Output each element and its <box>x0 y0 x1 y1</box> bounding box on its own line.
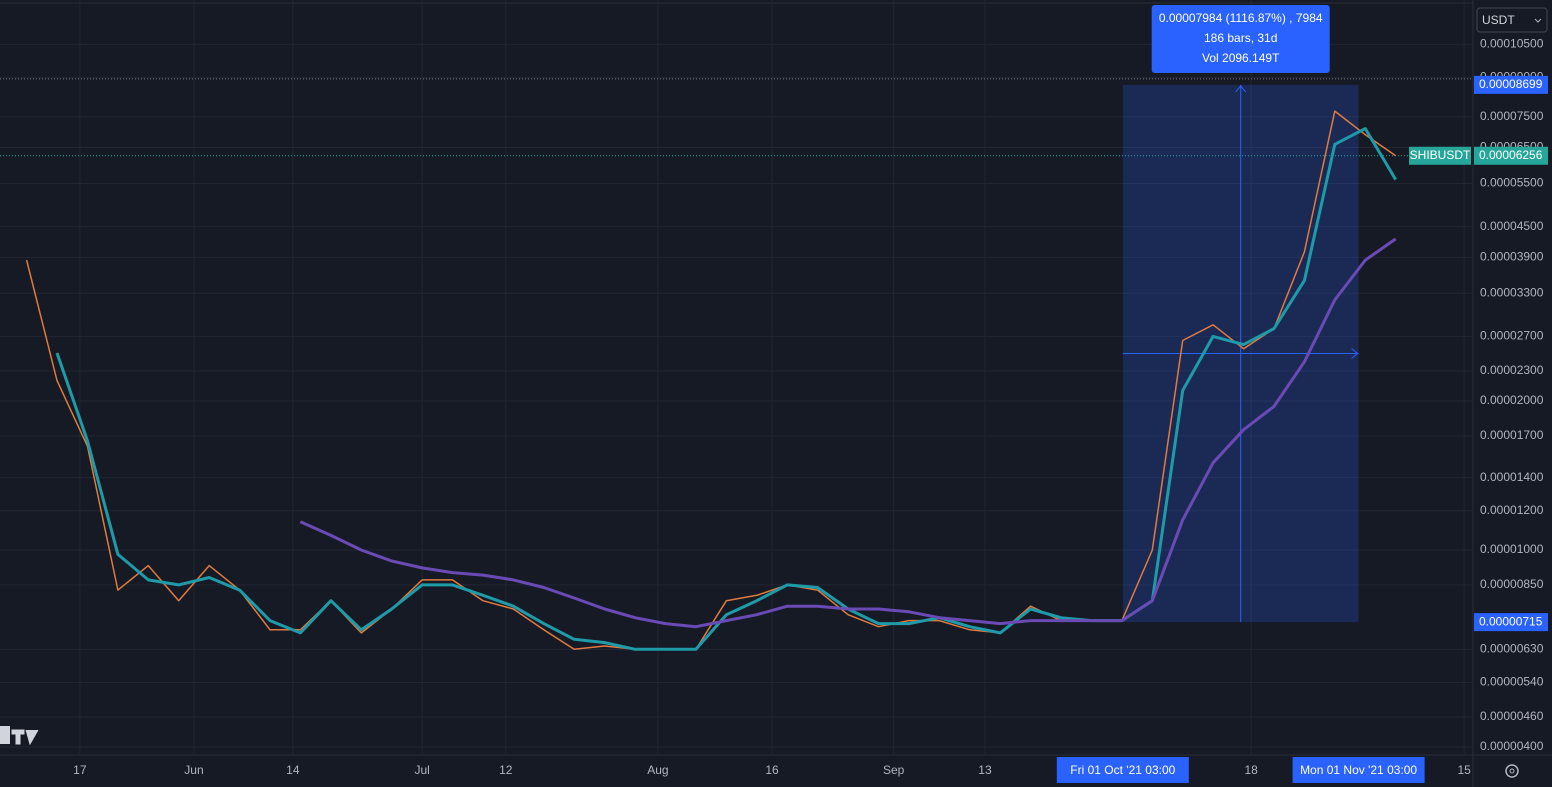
currency-label: USDT <box>1482 13 1515 27</box>
y-tick-label: 0.00001700 <box>1480 428 1544 442</box>
tooltip-line: 186 bars, 31d <box>1204 31 1277 45</box>
symbol-badge <box>1409 146 1471 165</box>
y-tick-label: 0.00002300 <box>1480 363 1544 377</box>
y-tick-label: 0.00001000 <box>1480 542 1544 556</box>
x-tick-label: 14 <box>286 763 300 777</box>
settings-icon[interactable] <box>1505 764 1519 778</box>
x-tick-label: 18 <box>1244 763 1258 777</box>
measure-arrow-right <box>1351 348 1359 359</box>
last-price-label: 0.00006256 <box>1479 148 1543 162</box>
x-tick-label: 15 <box>1457 763 1471 777</box>
x-tick-label: 16 <box>765 763 779 777</box>
series-line <box>55 127 1397 651</box>
y-tick-label: 0.00003900 <box>1480 250 1544 264</box>
y-tick-label: 0.00000460 <box>1480 709 1544 723</box>
last-price-box <box>1474 146 1548 165</box>
x-tick-label: 13 <box>978 763 992 777</box>
y-tick-label: 0.00001200 <box>1480 503 1544 517</box>
x-tick-label: 17 <box>73 763 87 777</box>
x-tick-label: 12 <box>499 763 513 777</box>
range-price-box <box>1474 75 1548 94</box>
y-tick-label: 0.00007500 <box>1480 109 1544 123</box>
range-date-label: Fri 01 Oct '21 03:00 <box>1070 763 1175 777</box>
x-tick-label: Aug <box>647 763 668 777</box>
range-date-box <box>1056 757 1189 783</box>
labels: 0.000105000.000090000.000075000.00006500… <box>73 5 1548 783</box>
y-tick-label: 0.00000540 <box>1480 675 1544 689</box>
logo <box>0 726 39 746</box>
y-tick-label: 0.00004500 <box>1480 219 1544 233</box>
measure-tooltip <box>1151 5 1330 73</box>
y-tick-label: 0.00005500 <box>1480 176 1544 190</box>
x-tick-label: Jul <box>414 763 429 777</box>
measure-arrow-up <box>1235 85 1247 93</box>
y-tick-label: 0.00002000 <box>1480 393 1544 407</box>
dropdown-caret <box>1534 18 1542 23</box>
y-tick-label: 0.00010500 <box>1480 37 1544 51</box>
currency-dropdown[interactable] <box>1476 7 1548 33</box>
range-date-label: Mon 01 Nov '21 03:00 <box>1300 763 1417 777</box>
grid <box>0 0 1473 755</box>
y-tick-label: 0.00000850 <box>1480 577 1544 591</box>
range-price-label: 0.00000715 <box>1479 614 1543 628</box>
x-tick-label: Sep <box>883 763 905 777</box>
symbol-label: SHIBUSDT <box>1410 148 1471 162</box>
tooltip-line: 0.00007984 (1116.87%) , 7984 <box>1159 11 1323 25</box>
y-tick-label: 0.00002700 <box>1480 329 1544 343</box>
y-tick-label: 0.00001400 <box>1480 470 1544 484</box>
range-price-label: 0.00008699 <box>1479 77 1543 91</box>
lines <box>25 110 1397 651</box>
series-line <box>299 237 1397 629</box>
y-tick-label: 0.00000400 <box>1480 739 1544 753</box>
tooltip-line: Vol 2096.149T <box>1202 51 1280 65</box>
y-tick-label: 0.00003300 <box>1480 285 1544 299</box>
range-price-box <box>1474 613 1548 632</box>
y-tick-label: 0.00000630 <box>1480 642 1544 656</box>
range-date-box <box>1292 757 1425 783</box>
x-tick-label: Jun <box>184 763 203 777</box>
